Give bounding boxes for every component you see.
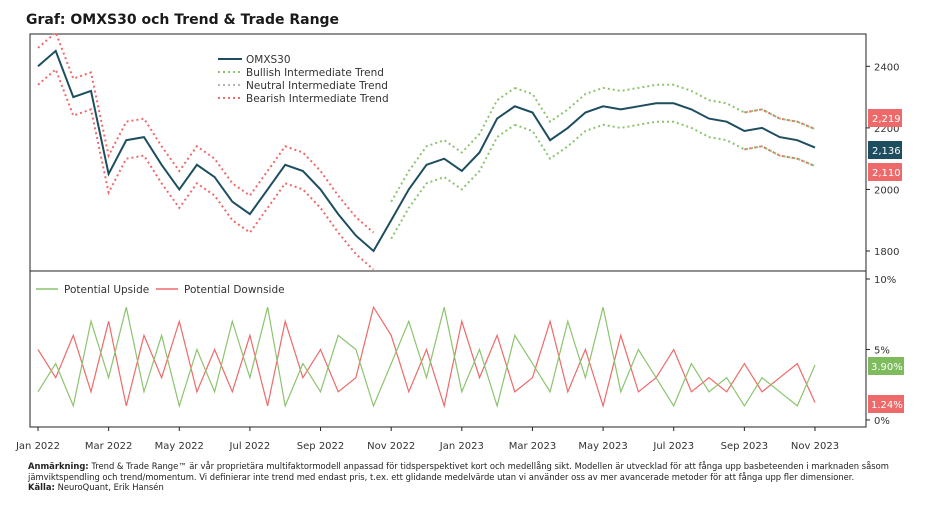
y-tick-label: 1800 xyxy=(874,247,899,258)
bearish-trend-upper xyxy=(37,30,375,234)
badge-current-text: 2,136 xyxy=(872,146,901,157)
badge-upper: 2,219 xyxy=(868,109,902,127)
legend-label-omxs30: OMXS30 xyxy=(246,54,291,66)
source-label: Källa: xyxy=(28,482,55,492)
chart-title: Graf: OMXS30 och Trend & Trade Range xyxy=(26,12,340,28)
price-panel-frame xyxy=(29,33,867,272)
badge-current: 2,136 xyxy=(868,141,902,159)
bearish-trend-lower xyxy=(37,67,375,271)
x-tick-label: May 2022 xyxy=(155,441,204,452)
bullish-trend-upper xyxy=(390,87,516,203)
bullish-trend-lower xyxy=(514,120,816,167)
bullish-trend-upper xyxy=(514,83,816,131)
y-tick-label: 10% xyxy=(874,275,896,286)
legend-label-bearish: Bearish Intermediate Trend xyxy=(246,93,389,105)
potential-panel-frame xyxy=(29,270,867,428)
omxs30-line xyxy=(37,49,816,253)
badge-downside-text: 1.24% xyxy=(871,400,903,411)
potential-lines xyxy=(37,305,816,409)
note-label: Anmärkning: xyxy=(28,461,89,471)
x-tick-label: Mar 2023 xyxy=(509,441,557,452)
x-tick-label: Nov 2023 xyxy=(791,441,839,452)
x-tick-label: Jan 2023 xyxy=(439,441,484,452)
x-tick-label: Jan 2022 xyxy=(15,441,60,452)
legend-label-downside: Potential Downside xyxy=(184,284,285,296)
x-tick-label: Sep 2023 xyxy=(721,441,768,452)
legend-label-bullish: Bullish Intermediate Trend xyxy=(246,67,384,79)
source-text: NeuroQuant, Erik Hansén xyxy=(57,482,164,492)
badge-lower-text: 2,110 xyxy=(872,168,901,179)
x-tick-label: Sep 2022 xyxy=(297,441,344,452)
note-text: Trend & Trade Range™ är vår proprietära … xyxy=(28,461,889,482)
x-axis-ticks: Jan 2022 Mar 2022 May 2022 Jul 2022 Sep 2022… xyxy=(15,427,839,452)
badge-lower: 2,110 xyxy=(868,163,902,181)
badge-upside: 3.90% xyxy=(868,357,904,375)
legend-label-upside: Potential Upside xyxy=(64,284,149,296)
x-tick-label: Mar 2022 xyxy=(85,441,133,452)
y-tick-label: 0% xyxy=(874,416,890,427)
y-tick-label: 2000 xyxy=(874,185,899,196)
y-tick-label: 5% xyxy=(874,345,890,356)
badge-upper-text: 2,219 xyxy=(872,114,901,125)
y-tick-label: 2200 xyxy=(874,124,899,135)
potential-upside-line xyxy=(37,307,816,409)
x-tick-label: Jul 2022 xyxy=(229,441,271,452)
legend-label-neutral: Neutral Intermediate Trend xyxy=(246,80,388,92)
bullish-trend-lower xyxy=(390,123,516,240)
potential-legend: Potential Upside Potential Downside xyxy=(36,284,285,296)
price-lines xyxy=(37,30,816,271)
badge-downside: 1.24% xyxy=(868,395,904,413)
y-tick-label: 2400 xyxy=(874,62,899,73)
source-line: Källa: NeuroQuant, Erik Hansén xyxy=(28,482,908,493)
x-tick-label: May 2023 xyxy=(578,441,627,452)
x-tick-label: Jul 2023 xyxy=(652,441,694,452)
potential-y-ticks: 0% 5% 10% xyxy=(866,275,896,427)
price-legend: OMXS30 Bullish Intermediate Trend Neutra… xyxy=(218,54,389,105)
note-paragraph: Anmärkning: Trend & Trade Range™ är vår … xyxy=(28,461,908,482)
badge-upside-text: 3.90% xyxy=(871,362,903,373)
price-y-ticks: 1800 2000 2200 2400 xyxy=(866,62,899,258)
x-tick-label: Nov 2022 xyxy=(367,441,415,452)
footnote: Anmärkning: Trend & Trade Range™ är vår … xyxy=(28,461,908,493)
